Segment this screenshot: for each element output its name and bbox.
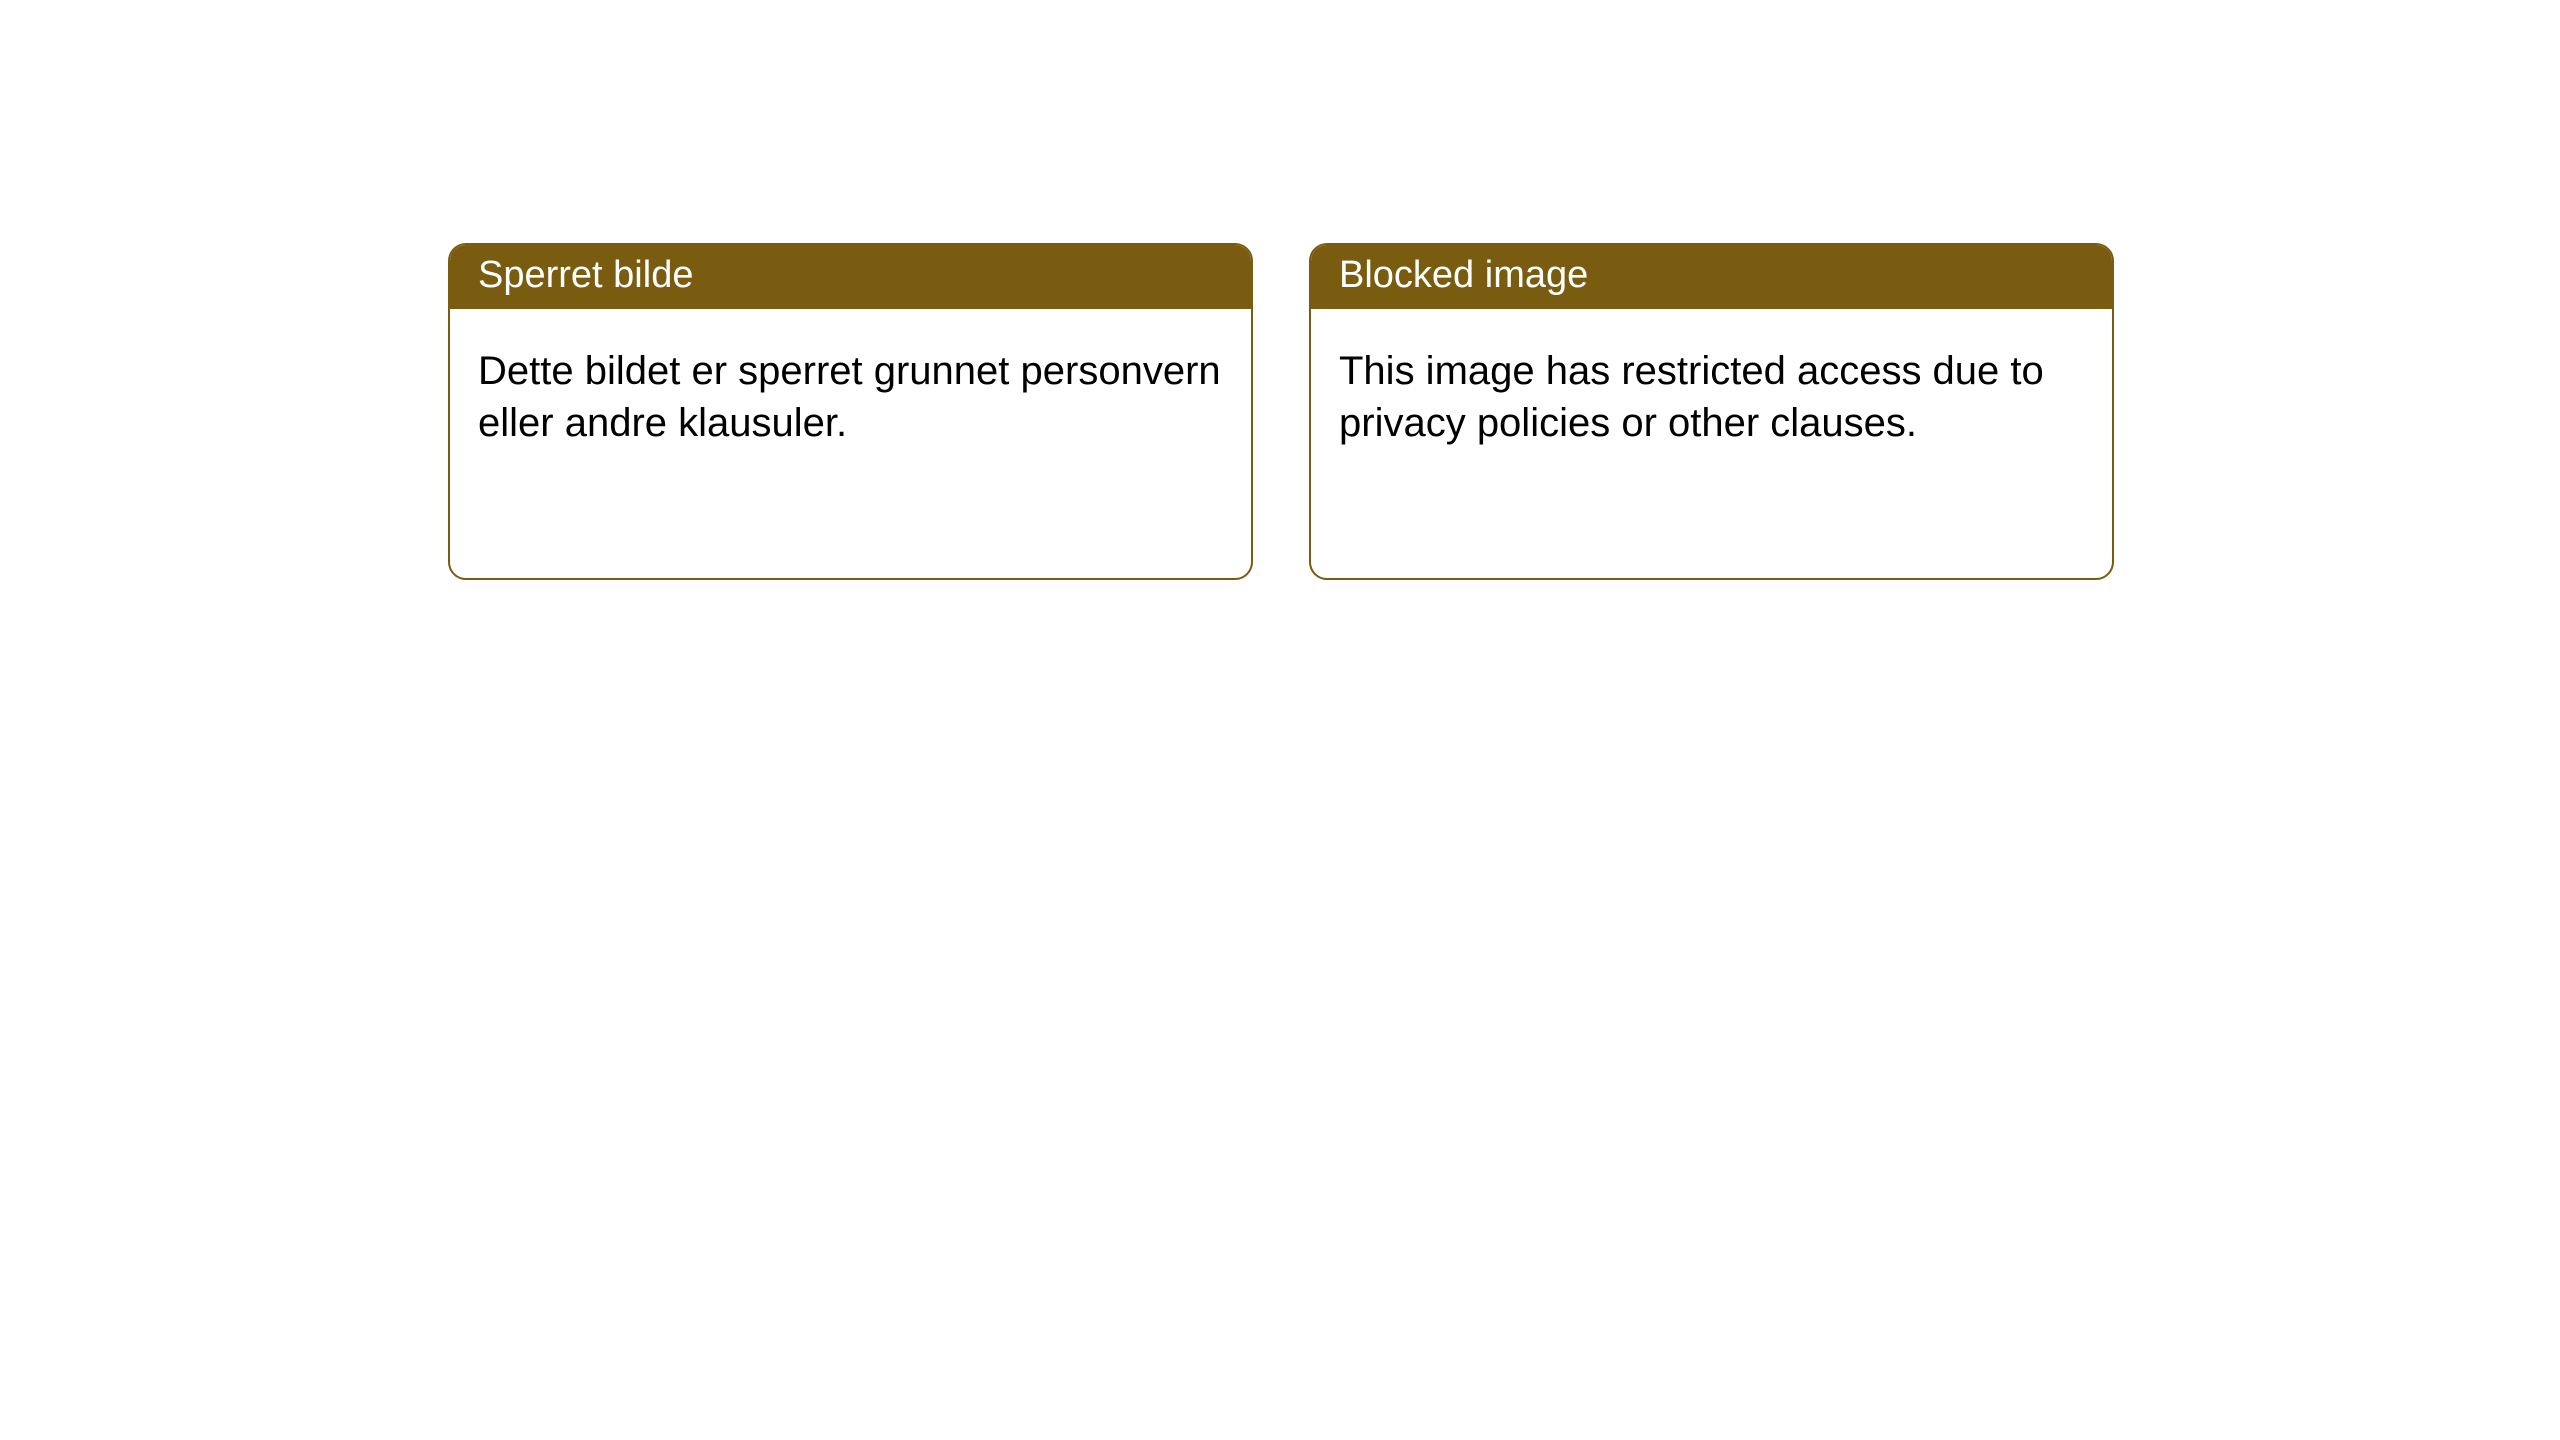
notice-header: Blocked image [1311,245,2112,309]
notice-header: Sperret bilde [450,245,1251,309]
notice-body: Dette bildet er sperret grunnet personve… [450,309,1251,477]
notice-card-norwegian: Sperret bilde Dette bildet er sperret gr… [448,243,1253,580]
notice-card-english: Blocked image This image has restricted … [1309,243,2114,580]
notice-body: This image has restricted access due to … [1311,309,2112,477]
notice-container: Sperret bilde Dette bildet er sperret gr… [0,0,2560,580]
